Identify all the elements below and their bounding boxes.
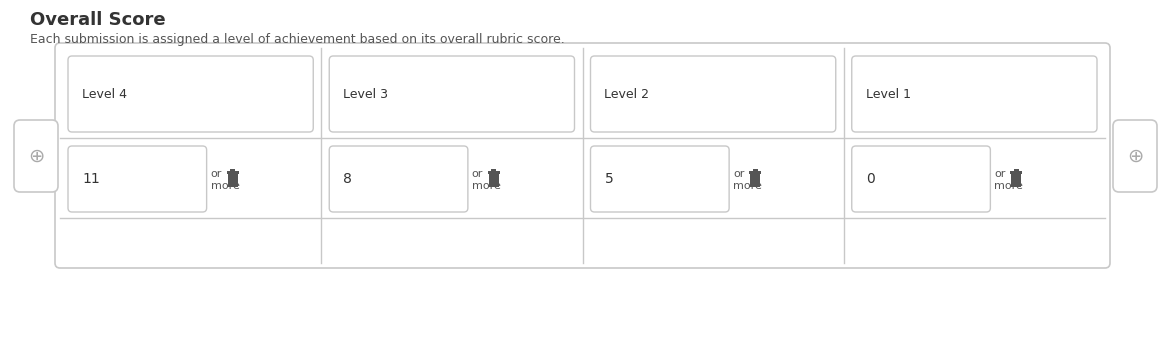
Text: more: more bbox=[733, 181, 762, 191]
Text: 0: 0 bbox=[865, 172, 875, 186]
FancyBboxPatch shape bbox=[1112, 120, 1157, 192]
Bar bbox=[492, 168, 497, 171]
Bar bbox=[749, 171, 761, 173]
FancyBboxPatch shape bbox=[488, 173, 499, 186]
FancyBboxPatch shape bbox=[751, 173, 760, 186]
FancyBboxPatch shape bbox=[227, 173, 238, 186]
FancyBboxPatch shape bbox=[329, 146, 468, 212]
FancyBboxPatch shape bbox=[1012, 173, 1021, 186]
Text: more: more bbox=[211, 181, 240, 191]
FancyBboxPatch shape bbox=[329, 56, 575, 132]
FancyBboxPatch shape bbox=[68, 56, 314, 132]
Bar bbox=[231, 168, 235, 171]
FancyBboxPatch shape bbox=[68, 146, 206, 212]
Text: Each submission is assigned a level of achievement based on its overall rubric s: Each submission is assigned a level of a… bbox=[30, 33, 564, 46]
FancyBboxPatch shape bbox=[14, 120, 59, 192]
Text: more: more bbox=[994, 181, 1023, 191]
Text: ⊕: ⊕ bbox=[28, 146, 44, 166]
Bar bbox=[1014, 168, 1019, 171]
FancyBboxPatch shape bbox=[851, 146, 991, 212]
Text: more: more bbox=[472, 181, 501, 191]
Bar bbox=[488, 171, 500, 173]
Text: Level 2: Level 2 bbox=[604, 87, 650, 100]
Text: Level 1: Level 1 bbox=[865, 87, 911, 100]
Text: or: or bbox=[994, 169, 1006, 179]
Text: Level 4: Level 4 bbox=[82, 87, 126, 100]
Bar bbox=[227, 171, 239, 173]
Text: or: or bbox=[211, 169, 222, 179]
FancyBboxPatch shape bbox=[851, 56, 1097, 132]
Bar bbox=[753, 168, 758, 171]
FancyBboxPatch shape bbox=[590, 146, 730, 212]
Text: or: or bbox=[733, 169, 745, 179]
Bar bbox=[1011, 171, 1022, 173]
Text: 8: 8 bbox=[343, 172, 352, 186]
Text: 5: 5 bbox=[604, 172, 614, 186]
Text: ⊕: ⊕ bbox=[1127, 146, 1143, 166]
Text: Level 3: Level 3 bbox=[343, 87, 389, 100]
Text: or: or bbox=[472, 169, 484, 179]
Text: 11: 11 bbox=[82, 172, 100, 186]
FancyBboxPatch shape bbox=[55, 43, 1110, 268]
Text: Overall Score: Overall Score bbox=[30, 11, 165, 29]
FancyBboxPatch shape bbox=[590, 56, 836, 132]
